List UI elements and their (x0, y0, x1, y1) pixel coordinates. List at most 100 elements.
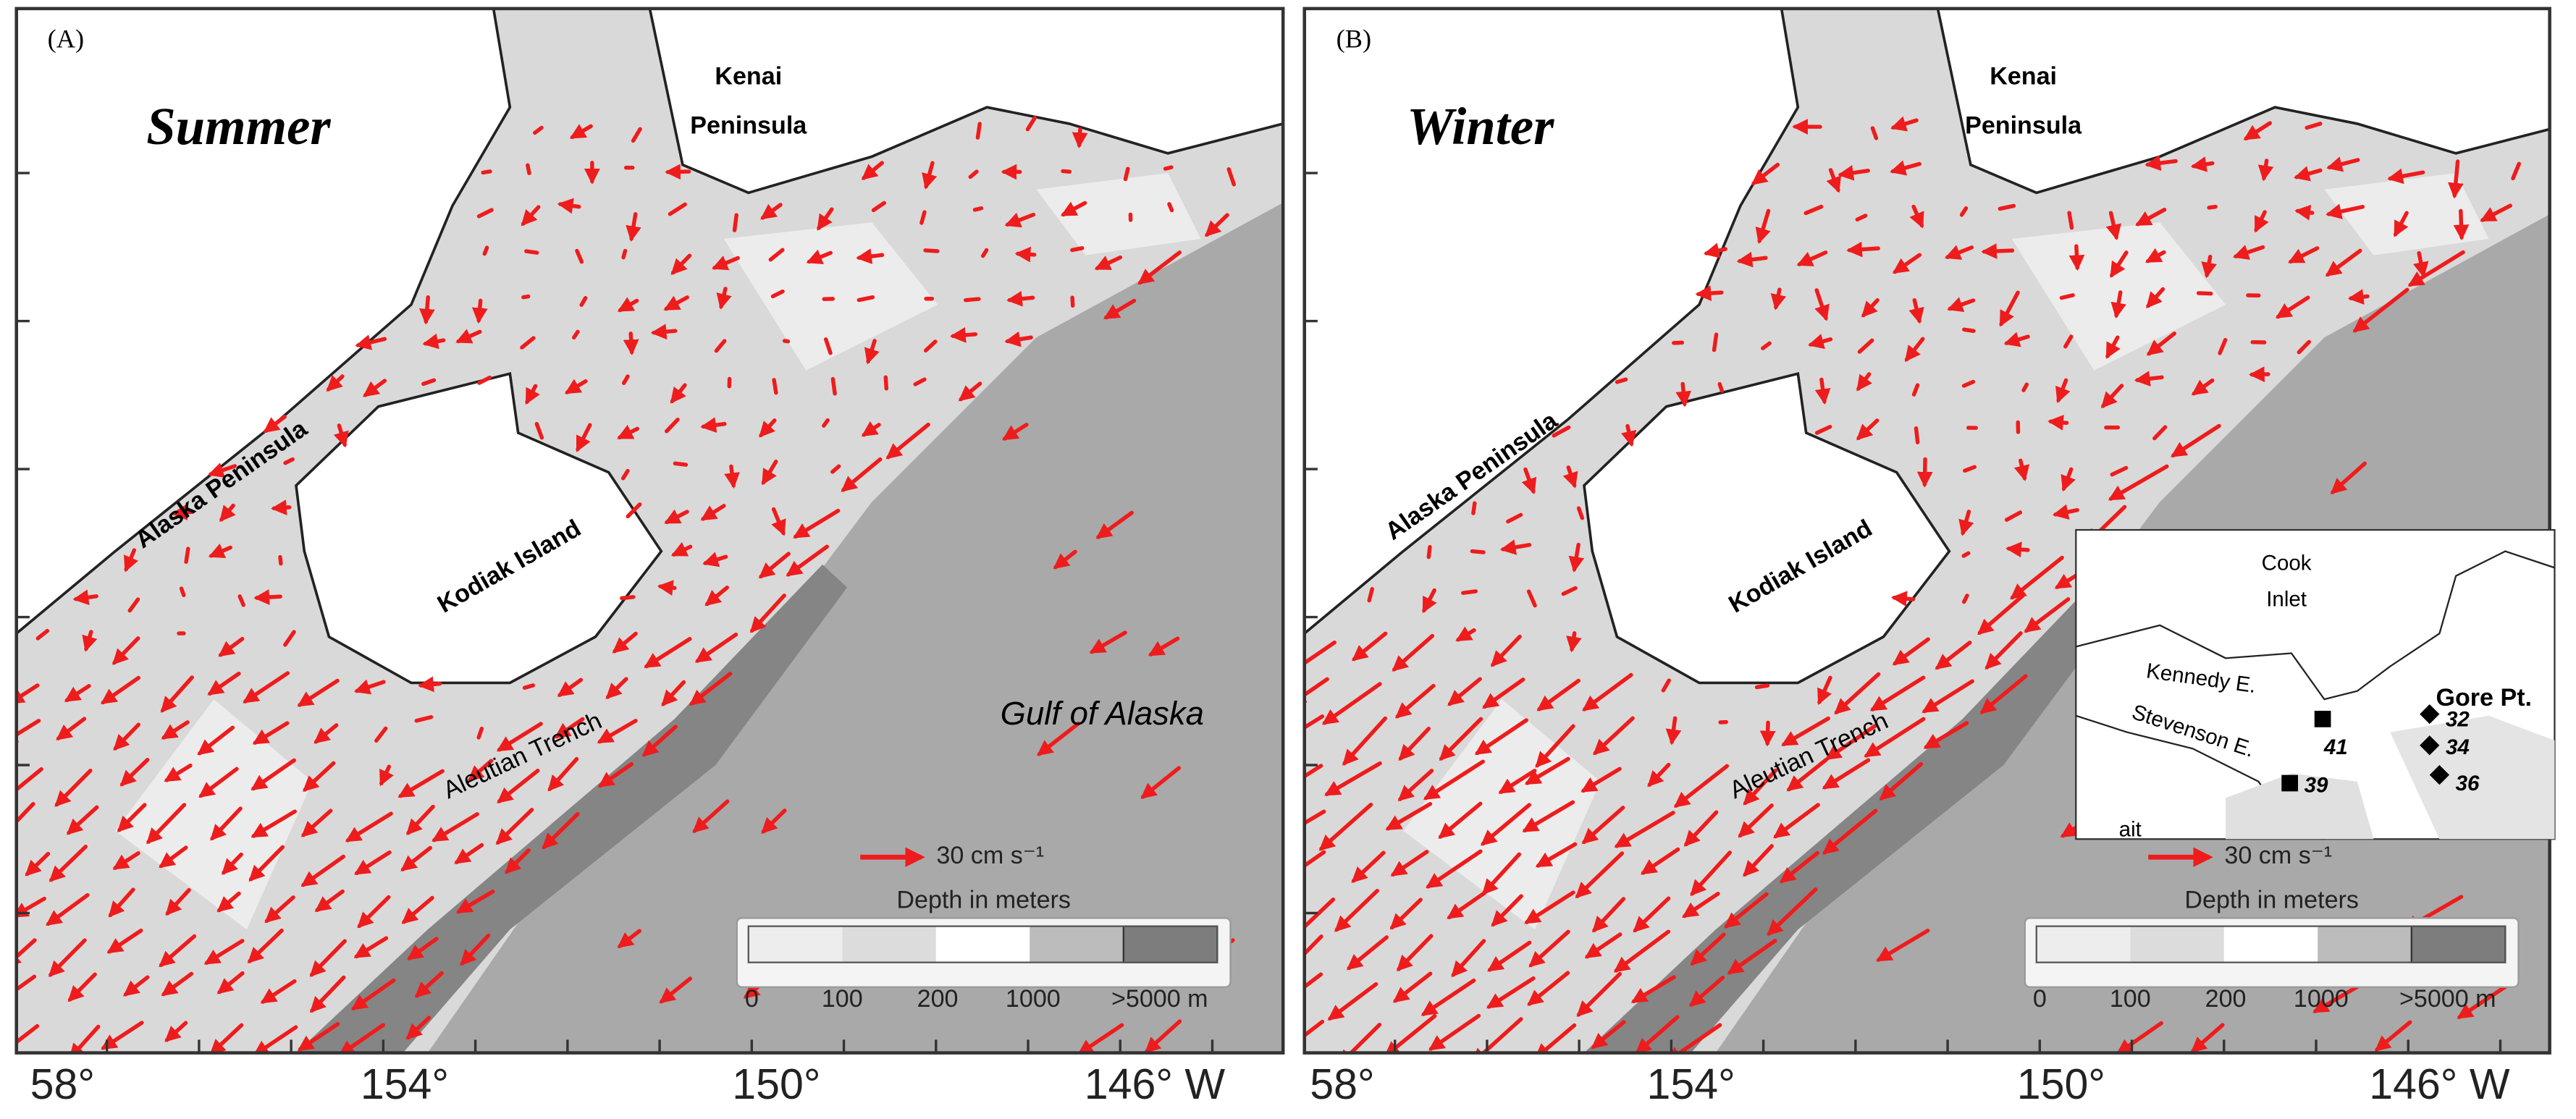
current-arrow (2254, 210, 2269, 233)
current-arrow (203, 939, 245, 966)
current-arrow (476, 726, 484, 740)
current-arrow (1738, 803, 1774, 838)
current-arrow (1947, 297, 1976, 313)
current-arrow (616, 424, 640, 440)
current-arrow (210, 806, 243, 841)
current-arrow (2059, 293, 2075, 300)
current-arrow (406, 804, 435, 835)
current-arrow (1620, 423, 1637, 447)
current-arrow (1089, 630, 1127, 654)
current-arrow (1890, 160, 1922, 176)
current-arrow (283, 457, 295, 465)
legend-swatch (2130, 926, 2224, 963)
current-arrow (830, 376, 837, 396)
current-arrow (1892, 637, 1930, 666)
current-arrow (164, 763, 193, 782)
current-arrow (2201, 254, 2217, 279)
current-arrow (1773, 803, 1820, 839)
current-arrow (782, 339, 791, 344)
current-arrow (579, 296, 588, 307)
current-arrow (338, 1023, 385, 1053)
current-arrow (16, 683, 40, 704)
current-arrow (397, 769, 445, 798)
current-arrow (1916, 457, 1933, 488)
current-arrow (793, 508, 841, 539)
current-arrow (1857, 338, 1874, 354)
current-arrow (2325, 203, 2365, 219)
current-arrow (1690, 932, 1726, 966)
current-arrow (716, 287, 732, 310)
current-arrow (67, 972, 97, 1002)
current-arrow (354, 850, 392, 876)
current-arrow (1304, 850, 1326, 869)
current-arrow (1786, 758, 1828, 792)
current-arrow (547, 756, 579, 792)
current-arrow (980, 248, 989, 258)
current-arrow (184, 546, 190, 565)
current-arrow (297, 678, 340, 707)
current-arrow (732, 213, 738, 232)
current-arrow (1630, 975, 1676, 1004)
current-arrow (1591, 897, 1626, 933)
current-arrow (620, 595, 636, 601)
current-arrow (66, 805, 99, 835)
current-arrow (621, 374, 630, 385)
current-arrow (300, 854, 346, 887)
current-arrow (861, 421, 881, 437)
current-arrow (333, 423, 349, 448)
legend-label: 0 (745, 985, 759, 1013)
current-arrow (542, 811, 580, 850)
season-title: Summer (146, 97, 331, 156)
current-arrow (1683, 810, 1719, 847)
land (1936, 8, 2550, 195)
current-arrow (1304, 677, 1329, 705)
current-arrow (861, 161, 884, 180)
current-arrow (2232, 245, 2265, 260)
current-arrow (975, 122, 982, 140)
current-arrow (2218, 337, 2228, 355)
current-arrow (49, 845, 88, 882)
current-arrow (644, 637, 692, 669)
current-arrow (533, 125, 544, 135)
current-arrow (72, 589, 98, 606)
current-arrow (1304, 640, 1337, 666)
current-arrow (1562, 465, 1578, 489)
current-arrow (221, 852, 243, 875)
axis-label: 58° (30, 1060, 95, 1108)
current-arrow (1754, 683, 1770, 690)
current-arrow (1392, 633, 1435, 672)
current-arrow (1814, 424, 1832, 435)
current-arrow (575, 248, 584, 264)
map-frame (14, 7, 1285, 1055)
current-arrow (216, 971, 245, 995)
current-arrow (522, 683, 536, 690)
station-label: 41 (2323, 735, 2348, 759)
current-arrow (407, 937, 439, 960)
land (1583, 372, 1951, 685)
current-arrow (521, 205, 541, 227)
current-arrow (631, 127, 642, 143)
current-arrow (207, 463, 237, 478)
current-arrow (309, 975, 346, 1013)
current-arrow (2146, 287, 2165, 308)
current-arrow (2288, 246, 2320, 264)
current-arrow (2207, 204, 2218, 210)
current-arrow (101, 1021, 144, 1050)
current-arrow (749, 594, 786, 633)
current-arrow (405, 1015, 432, 1040)
current-arrow (1961, 379, 1976, 388)
current-arrow (1428, 1013, 1481, 1051)
current-arrow (1615, 377, 1628, 384)
current-arrow (2275, 295, 2310, 319)
current-arrow (626, 212, 641, 242)
current-arrow (657, 580, 677, 596)
current-arrow (197, 725, 235, 756)
current-arrow (1004, 331, 1033, 347)
current-arrow (248, 845, 285, 882)
current-arrow (1037, 721, 1081, 756)
current-arrow (806, 249, 833, 264)
current-arrow (454, 843, 484, 864)
current-arrow (761, 460, 778, 486)
current-arrow (1759, 720, 1776, 747)
